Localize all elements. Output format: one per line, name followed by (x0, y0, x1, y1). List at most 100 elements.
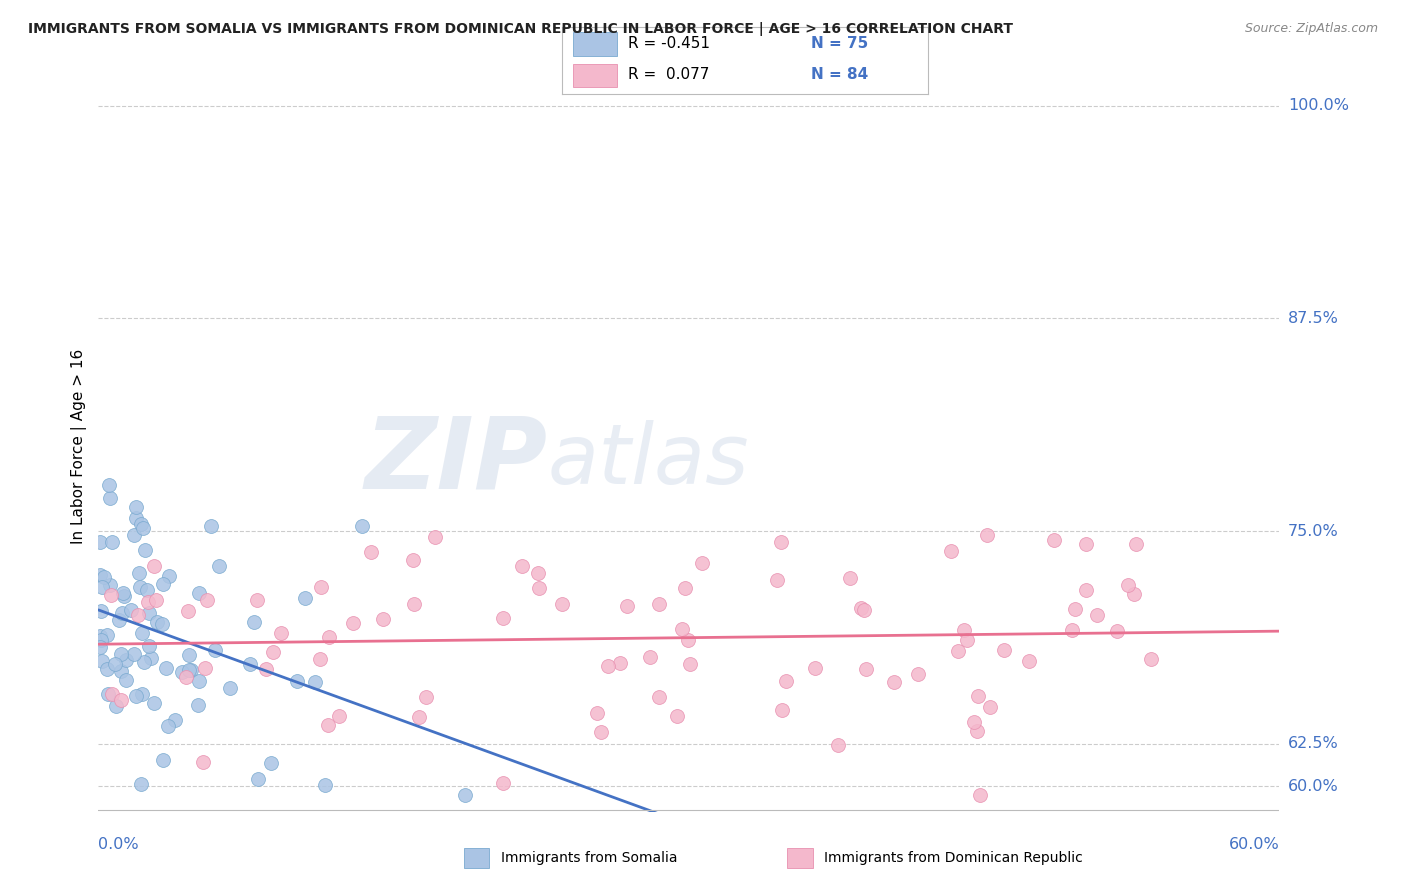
Point (953, 623, 976, 637)
Point (260, 756, 283, 771)
Point (1105, 624, 1128, 638)
Point (138, 594, 160, 608)
Point (110, 665, 132, 679)
Point (529, 581, 551, 595)
Point (1064, 601, 1087, 615)
Point (91, 654, 114, 668)
Bar (574, 63, 617, 87)
Point (766, 573, 789, 587)
Point (415, 690, 437, 705)
Point (270, 626, 292, 640)
Point (304, 674, 326, 689)
Point (193, 755, 215, 769)
Point (165, 713, 187, 727)
Point (128, 581, 150, 595)
Point (775, 674, 797, 689)
Point (90, 580, 112, 594)
Point (98, 491, 121, 505)
Point (152, 753, 174, 767)
Point (180, 663, 202, 677)
Point (246, 772, 269, 786)
Point (948, 643, 970, 657)
Point (308, 652, 330, 666)
Point (967, 689, 990, 703)
Text: Immigrants from Somalia: Immigrants from Somalia (501, 851, 678, 865)
Text: 60.0%: 60.0% (1288, 779, 1339, 794)
Point (804, 661, 827, 675)
Point (342, 616, 364, 631)
Point (586, 706, 609, 721)
Point (146, 615, 169, 630)
Text: Immigrants from Dominican Republic: Immigrants from Dominican Republic (824, 851, 1083, 865)
Point (157, 719, 180, 733)
Text: atlas: atlas (547, 420, 749, 501)
Point (97, 478, 120, 492)
Point (907, 666, 929, 681)
Text: N = 75: N = 75 (811, 36, 869, 51)
Point (979, 700, 1001, 714)
Point (404, 597, 426, 611)
Point (855, 662, 877, 676)
Point (512, 559, 534, 574)
Text: 60.0%: 60.0% (1229, 837, 1279, 852)
Point (111, 606, 134, 620)
Point (1116, 578, 1139, 592)
Point (679, 657, 702, 671)
Point (262, 645, 284, 659)
Point (90, 633, 112, 648)
Point (114, 673, 136, 687)
Point (179, 648, 201, 663)
Point (666, 709, 689, 723)
Point (1140, 652, 1163, 666)
Point (219, 681, 242, 696)
Point (238, 657, 260, 672)
Point (673, 582, 696, 596)
Point (1060, 623, 1083, 637)
Point (423, 530, 446, 544)
Point (131, 687, 153, 701)
Point (966, 724, 988, 739)
Point (134, 543, 156, 558)
Point (609, 657, 631, 671)
Point (638, 649, 661, 664)
Point (125, 689, 148, 703)
Point (993, 642, 1015, 657)
Point (772, 703, 794, 717)
Point (132, 521, 155, 535)
Text: IMMIGRANTS FROM SOMALIA VS IMMIGRANTS FROM DOMINICAN REPUBLIC IN LABOR FORCE | A: IMMIGRANTS FROM SOMALIA VS IMMIGRANTS FR… (28, 22, 1014, 37)
Point (316, 717, 339, 731)
Point (89, 535, 111, 549)
Point (285, 673, 308, 688)
Point (852, 603, 875, 617)
Point (328, 709, 350, 723)
Point (122, 648, 145, 662)
Point (93, 570, 115, 584)
Point (254, 662, 277, 676)
Point (142, 559, 165, 574)
Point (124, 500, 146, 514)
Point (110, 647, 132, 661)
Point (128, 566, 150, 581)
Point (314, 778, 336, 792)
Point (408, 710, 430, 724)
Point (108, 613, 131, 627)
Point (129, 777, 152, 791)
Point (112, 589, 135, 603)
Point (454, 788, 477, 802)
Point (311, 581, 333, 595)
Point (1043, 533, 1066, 548)
Text: 100.0%: 100.0% (1288, 98, 1348, 113)
Point (110, 692, 132, 706)
Bar (574, 32, 617, 55)
Point (100, 578, 122, 592)
Point (138, 606, 160, 620)
Text: 0.0%: 0.0% (98, 837, 139, 852)
Point (100, 588, 122, 602)
Point (155, 661, 177, 675)
Point (124, 528, 146, 542)
Point (769, 534, 792, 549)
Point (100, 687, 122, 701)
Point (350, 519, 373, 533)
Point (194, 661, 217, 675)
Point (125, 510, 148, 524)
